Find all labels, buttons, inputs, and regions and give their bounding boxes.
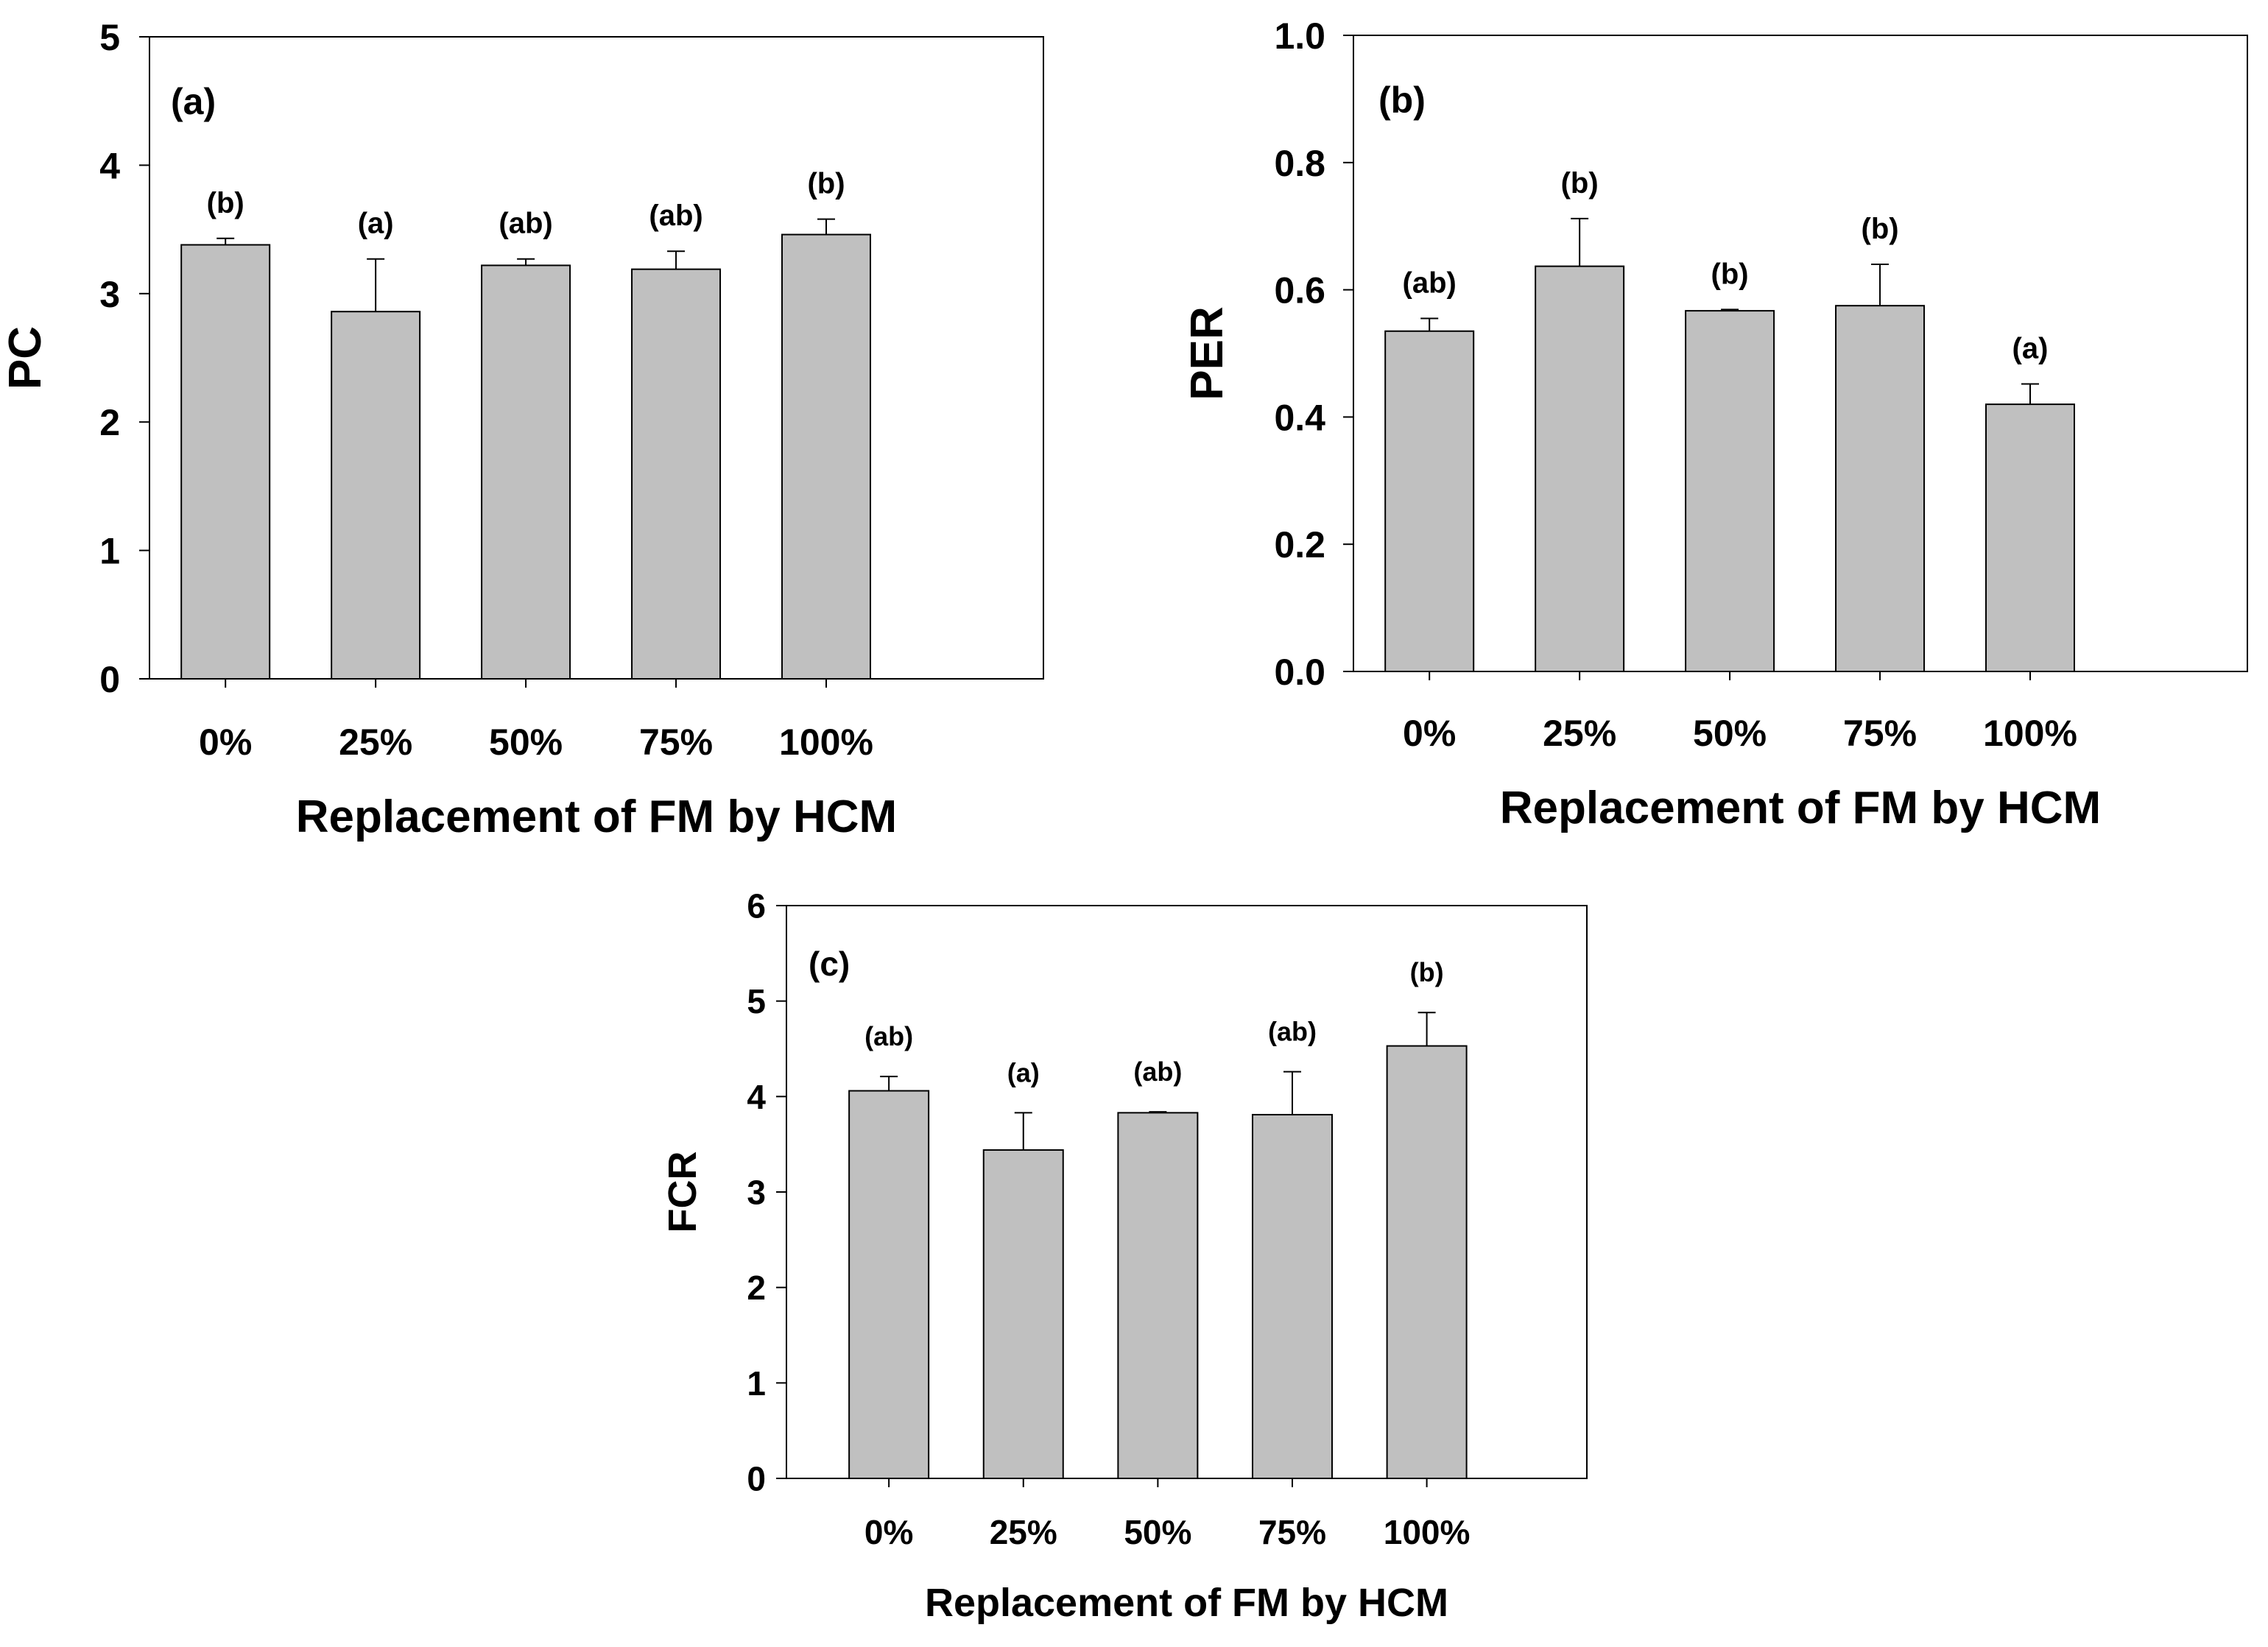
bar: [331, 311, 421, 680]
x-tick-label: 75%: [1843, 713, 1917, 754]
y-tick-label: 0: [99, 659, 120, 700]
panel-label: (a): [171, 81, 216, 122]
x-axis-title: Replacement of FM by HCM: [296, 791, 897, 842]
x-tick-label: 0%: [1403, 713, 1456, 754]
bar: [1251, 1113, 1333, 1479]
bar: [1535, 265, 1625, 672]
bar: [781, 233, 871, 680]
y-tick-label: 1: [747, 1364, 766, 1403]
bar: [1384, 330, 1475, 672]
significance-label: (b): [1711, 258, 1749, 290]
bar: [1984, 403, 2075, 672]
bar: [1685, 310, 1775, 672]
x-tick-label: 100%: [1983, 713, 2077, 754]
significance-label: (a): [1007, 1057, 1040, 1087]
panel-label: (c): [809, 945, 850, 983]
y-tick-label: 2: [747, 1269, 766, 1307]
x-tick-label: 0%: [864, 1513, 913, 1551]
bar: [1835, 305, 1926, 672]
significance-label: (ab): [649, 200, 702, 232]
y-tick-label: 0.8: [1274, 143, 1325, 184]
plot-frame: [1353, 35, 2248, 672]
x-tick-label: 25%: [990, 1513, 1057, 1551]
y-tick-label: 3: [747, 1174, 766, 1212]
x-axis-title: Replacement of FM by HCM: [925, 1581, 1448, 1625]
y-axis-title: PER: [1182, 306, 1233, 400]
significance-label: (a): [2012, 332, 2049, 364]
bar: [982, 1149, 1064, 1479]
y-tick-label: 0: [747, 1460, 766, 1498]
significance-label: (b): [1561, 167, 1599, 200]
significance-label: (ab): [1133, 1057, 1182, 1087]
y-axis-title: PC: [0, 326, 51, 389]
chart-panel-c: 0 1 2 3 4 5 6 0% (ab) 25% (a) 50% (ab) 75% (ab) 100% (b)…: [661, 887, 1588, 1625]
significance-label: (b): [1862, 213, 1899, 245]
y-tick-label: 4: [747, 1078, 766, 1116]
y-tick-label: 2: [99, 402, 120, 443]
x-tick-label: 25%: [339, 722, 412, 763]
x-tick-label: 25%: [1543, 713, 1616, 754]
y-tick-label: 5: [99, 17, 120, 58]
x-tick-label: 100%: [1384, 1513, 1471, 1551]
significance-label: (a): [358, 208, 394, 240]
bar: [848, 1090, 930, 1479]
chart-panel-a: 0123450%(b)25%(a)50%(ab)75%(ab)100%(b)(a…: [0, 17, 1044, 842]
y-tick-label: 5: [747, 982, 766, 1020]
bar: [1386, 1045, 1468, 1479]
y-tick-label: 1.0: [1274, 15, 1325, 57]
y-axis-title: FCR: [661, 1152, 705, 1233]
x-axis-title: Replacement of FM by HCM: [1500, 783, 2101, 833]
bar: [180, 244, 271, 680]
significance-label: (ab): [864, 1021, 913, 1051]
x-tick-label: 100%: [779, 722, 873, 763]
y-tick-label: 0.4: [1274, 397, 1325, 438]
x-tick-label: 50%: [1693, 713, 1767, 754]
bar: [481, 264, 571, 680]
y-tick-label: 6: [747, 887, 766, 925]
plot-frame: [149, 36, 1044, 680]
bar: [1117, 1112, 1199, 1480]
x-tick-label: 75%: [639, 722, 713, 763]
bar: [631, 268, 722, 680]
chart-panel-b: 0.0 0.2 0.4 0.6 0.8 1.0 0% (ab) 25% (b) 50% (b) 75% (…: [1182, 15, 2248, 833]
y-tick-label: 4: [99, 145, 120, 186]
x-tick-label: 0%: [199, 722, 252, 763]
significance-label: (b): [1410, 957, 1444, 987]
significance-label: (ab): [1403, 267, 1457, 299]
significance-label: (b): [207, 187, 244, 219]
y-tick-label: 0.0: [1274, 652, 1325, 693]
x-tick-label: 50%: [489, 722, 563, 763]
significance-label: (ab): [499, 208, 552, 240]
significance-label: (ab): [1268, 1017, 1317, 1047]
x-tick-label: 50%: [1124, 1513, 1191, 1551]
y-tick-label: 0.6: [1274, 270, 1325, 311]
significance-label: (b): [807, 168, 845, 200]
y-tick-label: 1: [99, 531, 120, 572]
y-tick-label: 0.2: [1274, 524, 1325, 565]
panel-label: (b): [1378, 80, 1426, 121]
y-tick-label: 3: [99, 274, 120, 315]
x-tick-label: 75%: [1258, 1513, 1326, 1551]
